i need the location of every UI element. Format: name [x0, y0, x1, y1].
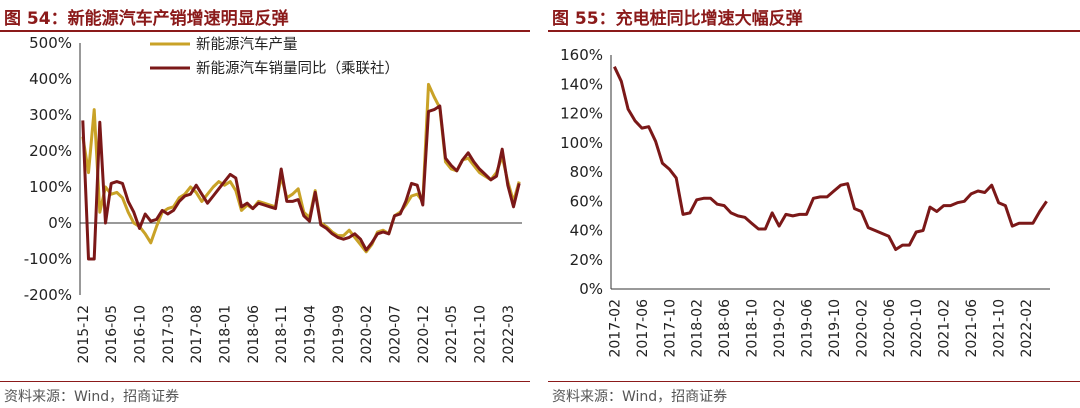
title-rule	[548, 30, 1080, 32]
x-tick-label: 2017-03	[161, 305, 177, 364]
x-tick-label: 2020-06	[882, 299, 898, 358]
x-tick-label: 2018-11	[274, 305, 290, 364]
charging-pile-growth-chart: 0% 20% 40% 60% 80% 100% 120% 140% 160% 2017-02 201…	[560, 46, 1050, 358]
y-tick-label: 120%	[560, 105, 603, 123]
x-tick-label: 2021-10	[473, 305, 489, 364]
x-tick-label: 2020-12	[416, 305, 432, 364]
series-line-2	[81, 104, 521, 261]
x-tick-label: 2020-10	[909, 299, 925, 358]
x-tick-label: 2021-10	[992, 299, 1008, 358]
y-tick-label: 400%	[29, 70, 72, 88]
source-rule	[0, 381, 530, 382]
x-tick-label: 2019-06	[799, 299, 815, 358]
y-tick-label: 140%	[560, 75, 603, 93]
x-tick-label: 2019-04	[303, 305, 319, 364]
y-tick-label: 80%	[570, 163, 603, 181]
figure-54-panel: 图 54：新能源汽车产销增速明显反弹 -200% -100% 0% 100% 200% 3…	[0, 0, 530, 408]
figure-54-title: 图 54：新能源汽车产销增速明显反弹	[4, 9, 289, 29]
x-tick-label: 2017-06	[635, 299, 651, 358]
y-tick-label: 200%	[29, 142, 72, 160]
x-tick-label: 2018-01	[218, 305, 234, 364]
x-tick-label: 2020-02	[359, 305, 375, 364]
figure-55-title: 图 55：充电桩同比增速大幅反弹	[552, 9, 803, 29]
x-tick-label: 2020-07	[388, 305, 404, 364]
x-tick-label: 2017-08	[189, 305, 205, 364]
production-sales-growth-chart: -200% -100% 0% 100% 200% 300% 400% 500% 2015-12 2…	[24, 34, 522, 364]
x-tick-label: 2018-10	[745, 299, 761, 358]
y-tick-label: 0%	[48, 214, 72, 232]
y-tick-label: 60%	[570, 192, 603, 210]
legend-label: 新能源汽车产量	[196, 36, 298, 53]
x-tick-label: 2017-10	[662, 299, 678, 358]
y-tick-label: 0%	[579, 280, 603, 298]
y-tick-label: 500%	[29, 34, 72, 52]
figure-55-source: 资料来源：Wind，招商证券	[552, 389, 728, 405]
x-tick-label: 2018-02	[690, 299, 706, 358]
x-tick-label: 2019-02	[772, 299, 788, 358]
x-tick-label: 2017-02	[607, 299, 623, 358]
figure-54-source: 资料来源：Wind，招商证券	[4, 389, 180, 405]
legend-label: 新能源汽车销量同比（乘联社）	[196, 60, 399, 77]
source-rule	[548, 381, 1080, 382]
y-tick-label: -200%	[24, 286, 72, 304]
y-tick-label: 160%	[560, 46, 603, 64]
title-rule	[0, 30, 530, 32]
series-line-1	[81, 82, 521, 254]
x-tick-label: 2016-10	[133, 305, 149, 364]
y-tick-label: 100%	[560, 134, 603, 152]
y-tick-label: 40%	[570, 222, 603, 240]
x-tick-label: 2020-02	[854, 299, 870, 358]
y-tick-label: 20%	[570, 251, 603, 269]
x-tick-label: 2018-06	[246, 305, 262, 364]
y-tick-label: -100%	[24, 250, 72, 268]
x-tick-label: 2018-06	[717, 299, 733, 358]
x-tick-label: 2016-05	[104, 305, 120, 364]
x-tick-label: 2021-02	[937, 299, 953, 358]
x-tick-label: 2019-09	[331, 305, 347, 364]
x-tick-label: 2021-06	[964, 299, 980, 358]
x-tick-label: 2021-05	[444, 305, 460, 364]
x-tick-label: 2019-10	[827, 299, 843, 358]
y-tick-label: 300%	[29, 106, 72, 124]
figure-55-panel: 图 55：充电桩同比增速大幅反弹 0% 20% 40% 60% 80% 100% 120% 1…	[548, 0, 1080, 408]
x-tick-label: 2015-12	[76, 305, 92, 364]
series-line-1	[613, 66, 1048, 251]
x-tick-label: 2022-02	[1019, 299, 1035, 358]
y-tick-label: 100%	[29, 178, 72, 196]
x-tick-label: 2022-03	[501, 305, 517, 364]
